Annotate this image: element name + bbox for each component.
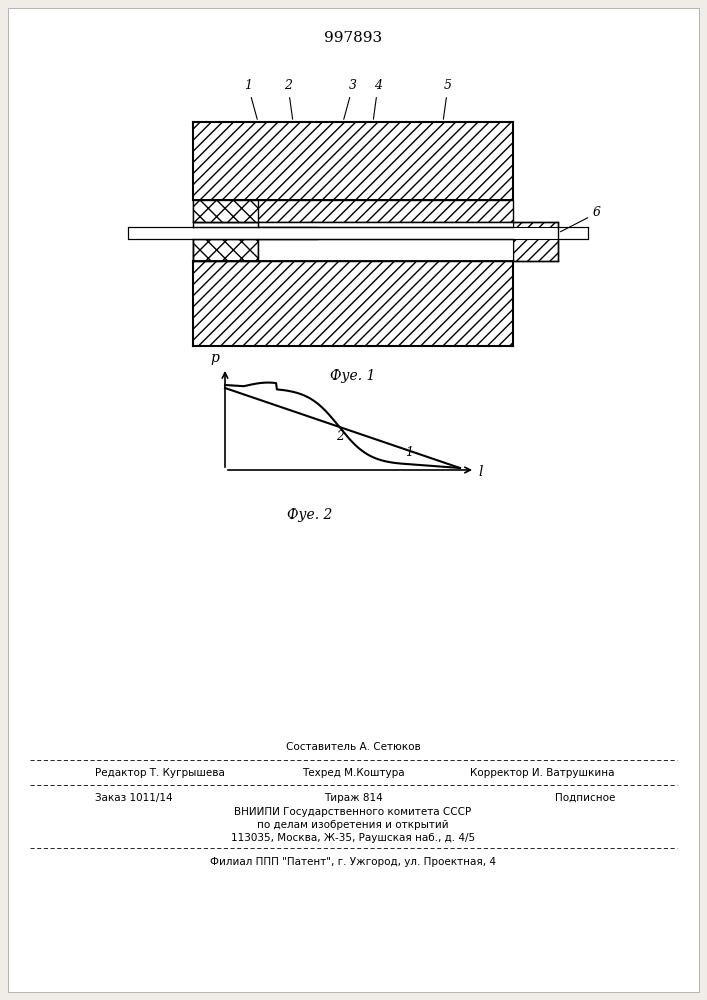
- Bar: [193, 122, 513, 200]
- Bar: [258, 239, 513, 261]
- Text: 3: 3: [344, 79, 357, 119]
- Text: Техред М.Коштура: Техред М.Коштура: [302, 768, 404, 778]
- Bar: [258, 227, 293, 239]
- Bar: [193, 200, 258, 222]
- FancyBboxPatch shape: [8, 8, 699, 992]
- Text: ВНИИПИ Государственного комитета СССР: ВНИИПИ Государственного комитета СССР: [235, 807, 472, 817]
- Text: l: l: [478, 465, 482, 479]
- Text: Фуе. 2: Фуе. 2: [287, 508, 333, 522]
- Bar: [193, 239, 513, 261]
- Bar: [193, 239, 258, 261]
- Bar: [513, 222, 558, 261]
- Bar: [193, 261, 513, 346]
- Text: 1: 1: [244, 79, 257, 119]
- Text: Редактор Т. Кугрышева: Редактор Т. Кугрышева: [95, 768, 225, 778]
- Text: Составитель А. Сетюков: Составитель А. Сетюков: [286, 742, 421, 752]
- Text: 6: 6: [561, 207, 601, 232]
- Text: 2: 2: [336, 430, 344, 443]
- Bar: [293, 227, 318, 239]
- Text: Филиал ППП "Патент", г. Ужгород, ул. Проектная, 4: Филиал ППП "Патент", г. Ужгород, ул. Про…: [210, 857, 496, 867]
- Text: Корректор И. Ватрушкина: Корректор И. Ватрушкина: [470, 768, 615, 778]
- Bar: [128, 227, 588, 239]
- Text: по делам изобретения и открытий: по делам изобретения и открытий: [257, 820, 449, 830]
- Text: 1: 1: [405, 446, 413, 459]
- Text: Фуе. 1: Фуе. 1: [330, 369, 375, 383]
- Text: 5: 5: [443, 79, 452, 119]
- Text: 997893: 997893: [324, 31, 382, 45]
- Text: 4: 4: [373, 79, 382, 119]
- Text: 113035, Москва, Ж-35, Раушская наб., д. 4/5: 113035, Москва, Ж-35, Раушская наб., д. …: [231, 833, 475, 843]
- Text: Тираж 814: Тираж 814: [324, 793, 382, 803]
- Bar: [193, 200, 513, 222]
- Text: 2: 2: [284, 79, 293, 119]
- Bar: [258, 222, 513, 227]
- Text: Подписное: Подписное: [554, 793, 615, 803]
- Text: p: p: [211, 351, 219, 365]
- Text: Заказ 1011/14: Заказ 1011/14: [95, 793, 173, 803]
